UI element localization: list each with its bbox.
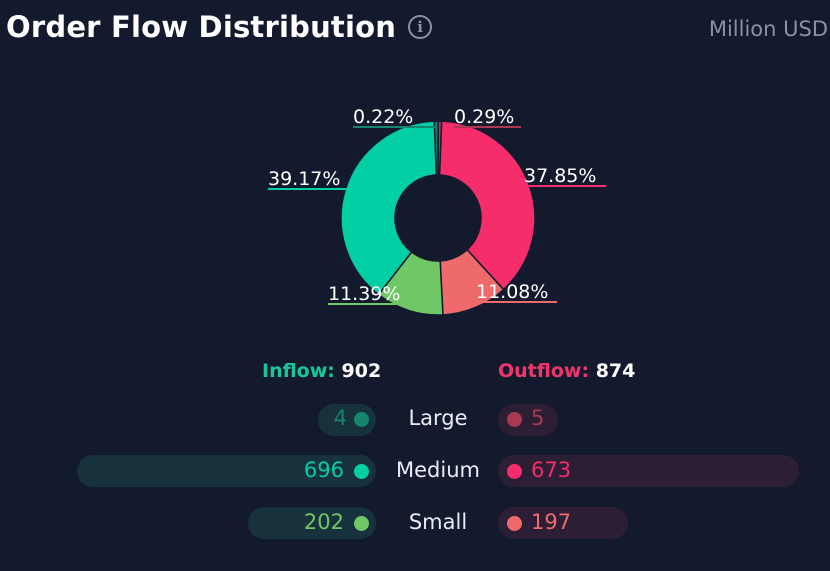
donut-slice-medium-outflow[interactable] <box>438 120 536 291</box>
large-outflow-dot <box>507 412 522 427</box>
donut-slice-medium-inflow[interactable] <box>340 120 438 296</box>
info-icon[interactable]: i <box>408 15 433 39</box>
medium-inflow-bar <box>77 455 376 487</box>
large-inflow-dot <box>354 412 369 427</box>
slice-percent-label: 39.17% <box>268 168 340 190</box>
outflow-value: 874 <box>595 360 636 382</box>
inflow-total: Inflow: 902 <box>262 360 381 382</box>
outflow-total: Outflow: 874 <box>498 360 635 382</box>
medium-outflow-value: 673 <box>531 458 572 482</box>
donut-slice-large-inflow[interactable] <box>433 120 439 176</box>
slice-percent-label: 0.29% <box>454 106 514 128</box>
widget-header: Order Flow Distribution i <box>6 10 433 44</box>
inflow-label: Inflow: <box>262 360 335 382</box>
large-inflow-value: 4 <box>333 406 347 430</box>
donut-chart: 0.29% 37.85% 11.08% 11.39% 39.17% 0.22% <box>268 106 606 316</box>
slice-percent-label: 11.08% <box>476 281 548 303</box>
medium-outflow-dot <box>507 464 522 479</box>
small-inflow-dot <box>354 516 369 531</box>
medium-outflow-bar <box>498 455 799 487</box>
row-label-medium: Medium <box>396 458 480 482</box>
small-outflow-dot <box>507 516 522 531</box>
small-outflow-value: 197 <box>531 510 572 534</box>
slice-percent-label: 0.22% <box>353 106 413 128</box>
inflow-value: 902 <box>341 360 382 382</box>
slice-percent-label: 11.39% <box>328 283 400 305</box>
small-inflow-value: 202 <box>303 510 344 534</box>
row-label-small: Small <box>408 510 468 534</box>
widget-title: Order Flow Distribution <box>6 10 397 44</box>
row-label-large: Large <box>408 406 468 430</box>
medium-inflow-dot <box>354 464 369 479</box>
large-outflow-value: 5 <box>531 406 545 430</box>
outflow-label: Outflow: <box>498 360 590 382</box>
slice-percent-label: 37.85% <box>524 165 596 187</box>
medium-inflow-value: 696 <box>303 458 344 482</box>
unit-label: Million USD <box>708 17 828 41</box>
